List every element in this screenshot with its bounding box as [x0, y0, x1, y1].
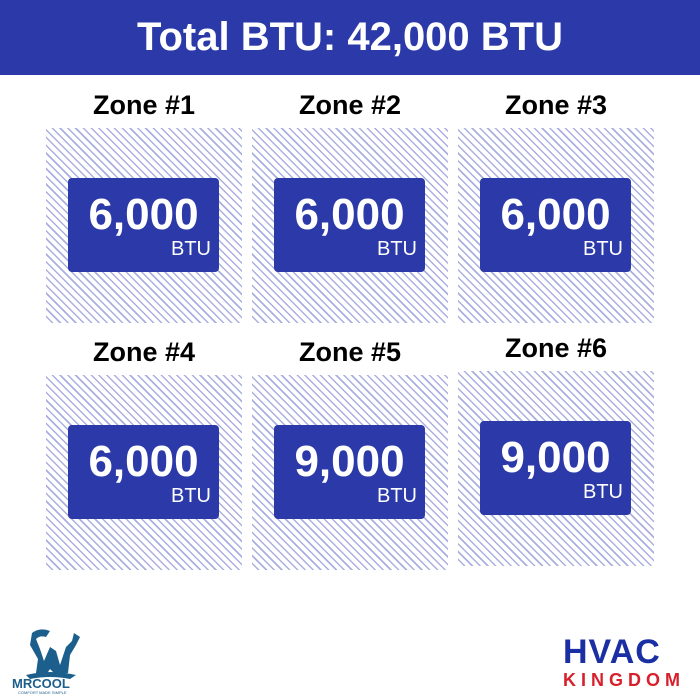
logo-line1: HVAC	[563, 633, 661, 671]
mrcool-tagline: COMFORT MADE SIMPLE	[18, 690, 67, 695]
polar-bear-icon: MRCOOL COMFORT MADE SIMPLE	[12, 629, 80, 695]
zone-title: Zone #3	[504, 90, 608, 120]
btu-value: 6,000	[500, 190, 611, 239]
btu-card: 6,000 BTU	[68, 178, 219, 272]
zone-title: Zone #2	[298, 90, 402, 120]
zone-title: Zone #6	[504, 333, 608, 363]
btu-unit: BTU	[377, 485, 417, 507]
btu-value: 9,000	[500, 433, 611, 482]
zone-title: Zone #4	[92, 337, 196, 367]
mrcool-logo: MRCOOL COMFORT MADE SIMPLE	[10, 625, 105, 695]
logo-line2: KINGDOM	[563, 670, 685, 690]
zone-title: Zone #5	[298, 337, 402, 367]
page-title: Total BTU: 42,000 BTU	[0, 0, 700, 75]
btu-unit: BTU	[377, 238, 417, 260]
btu-value: 6,000	[88, 437, 199, 486]
zone-title: Zone #1	[92, 90, 196, 120]
btu-card: 6,000 BTU	[274, 178, 425, 272]
btu-unit: BTU	[171, 485, 211, 507]
btu-card: 6,000 BTU	[68, 425, 219, 519]
btu-value: 6,000	[88, 190, 199, 239]
btu-unit: BTU	[583, 481, 623, 503]
btu-unit: BTU	[171, 238, 211, 260]
btu-card: 9,000 BTU	[480, 421, 631, 515]
btu-card: 6,000 BTU	[480, 178, 631, 272]
btu-card: 9,000 BTU	[274, 425, 425, 519]
btu-unit: BTU	[583, 238, 623, 260]
btu-value: 6,000	[294, 190, 405, 239]
hvac-kingdom-logo: HVAC KINGDOM	[563, 635, 683, 695]
btu-value: 9,000	[294, 437, 405, 486]
mrcool-wordmark: MRCOOL	[12, 676, 70, 691]
